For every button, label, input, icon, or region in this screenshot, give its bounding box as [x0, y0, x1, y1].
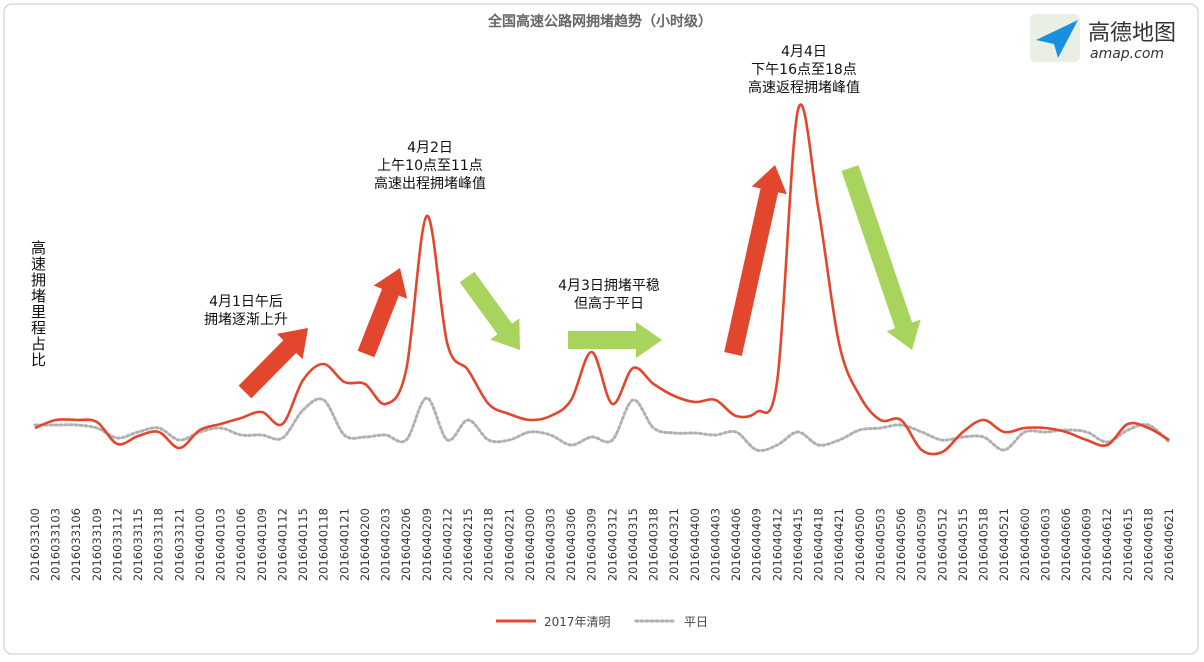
x-tick-label: 2016040515 [956, 508, 970, 581]
legend-label: 2017年清明 [544, 615, 611, 629]
x-tick-label: 2016040221 [502, 508, 516, 581]
x-tick-label: 2016040506 [894, 508, 908, 581]
x-tick-label: 2016040109 [255, 508, 269, 581]
x-tick-label: 2016040103 [214, 508, 228, 581]
x-tick-label: 2016040300 [523, 508, 537, 581]
x-tick-label: 2016040306 [564, 508, 578, 581]
x-tick-label: 2016040412 [770, 508, 784, 581]
annotation: 上午10点至11点 [377, 158, 483, 174]
logo-url: amap.com [1090, 46, 1164, 62]
x-tick-label: 2016040612 [1100, 508, 1114, 581]
x-tick-label: 2016040518 [977, 508, 991, 581]
chart-frame [3, 3, 1199, 655]
legend-label: 平日 [684, 615, 708, 629]
x-tick-label: 2016040203 [379, 508, 393, 581]
arrow [841, 165, 921, 350]
x-tick-label: 2016033121 [172, 508, 186, 581]
x-tick-label: 2016040215 [461, 508, 475, 581]
x-tick-label: 2016040621 [1162, 508, 1176, 581]
arrow [568, 322, 662, 358]
x-tick-label: 2016033112 [110, 508, 124, 581]
x-tick-label: 2016040315 [626, 508, 640, 581]
x-tick-label: 2016040312 [605, 508, 619, 581]
x-tick-label: 2016040403 [708, 508, 722, 581]
x-tick-label: 2016040606 [1059, 508, 1073, 581]
x-tick-label: 2016040303 [544, 508, 558, 581]
arrow [459, 271, 520, 350]
x-tick-label: 2016040409 [750, 508, 764, 581]
x-tick-label: 2016040615 [1121, 508, 1135, 581]
x-tick-label: 2016040318 [647, 508, 661, 581]
annotation: 下午16点至18点 [751, 62, 857, 78]
x-tick-label: 2016040115 [296, 508, 310, 581]
arrow [357, 268, 408, 358]
x-tick-label: 2016040503 [873, 508, 887, 581]
annotation: 4月4日 [781, 44, 827, 60]
x-tick-label: 2016040421 [832, 508, 846, 581]
logo-plane [1036, 20, 1078, 58]
x-tick-label: 2016033100 [28, 508, 42, 581]
annotation: 4月3日拥堵平稳 [558, 278, 660, 294]
x-tick-label: 2016033103 [49, 508, 63, 581]
x-tick-label: 2016040603 [1038, 508, 1052, 581]
x-tick-label: 2016040206 [399, 508, 413, 581]
annotation: 4月1日午后 [209, 294, 283, 310]
x-tick-label: 2016040212 [440, 508, 454, 581]
x-tick-label: 2016033109 [90, 508, 104, 581]
x-tick-label: 2016040209 [420, 508, 434, 581]
arrow [238, 328, 308, 399]
x-tick-label: 2016040118 [317, 508, 331, 581]
x-tick-label: 2016040112 [275, 508, 289, 581]
x-tick-label: 2016040121 [337, 508, 351, 581]
x-tick-label: 2016040509 [915, 508, 929, 581]
x-tick-label: 2016033115 [131, 508, 145, 581]
x-tick-label: 2016040500 [853, 508, 867, 581]
series-line [33, 396, 1171, 453]
x-tick-label: 2016040609 [1080, 508, 1094, 581]
x-tick-label: 2016033106 [69, 508, 83, 581]
x-tick-label: 2016040200 [358, 508, 372, 581]
x-tick-label: 2016040512 [935, 508, 949, 581]
x-tick-label: 2016040521 [997, 508, 1011, 581]
logo: 高德地图 amap.com [1030, 14, 1176, 62]
x-tick-label: 2016040400 [688, 508, 702, 581]
x-tick-label: 2016040618 [1141, 508, 1155, 581]
annotation: 高速出程拥堵峰值 [374, 175, 486, 192]
annotation: 拥堵逐渐上升 [204, 312, 288, 328]
x-tick-label: 2016040106 [234, 508, 248, 581]
x-tick-label: 2016040418 [812, 508, 826, 581]
chart-title: 全国高速公路网拥堵趋势（小时级） [487, 13, 712, 30]
series-line [34, 103, 1170, 456]
y-axis-label: 高速拥堵里程占比 [29, 240, 47, 368]
x-tick-label: 2016040100 [193, 508, 207, 581]
annotation: 但高于平日 [574, 295, 644, 312]
x-tick-label: 2016040415 [791, 508, 805, 581]
x-tick-label: 2016040218 [482, 508, 496, 581]
logo-name: 高德地图 [1088, 21, 1176, 46]
x-tick-label: 2016033118 [152, 508, 166, 581]
annotation: 4月2日 [407, 140, 453, 156]
x-tick-label: 2016040406 [729, 508, 743, 581]
x-tick-label: 2016040321 [667, 508, 681, 581]
x-tick-label: 2016040600 [1018, 508, 1032, 581]
arrow [724, 165, 787, 356]
annotation: 高速返程拥堵峰值 [748, 79, 860, 96]
x-tick-label: 2016040309 [585, 508, 599, 581]
